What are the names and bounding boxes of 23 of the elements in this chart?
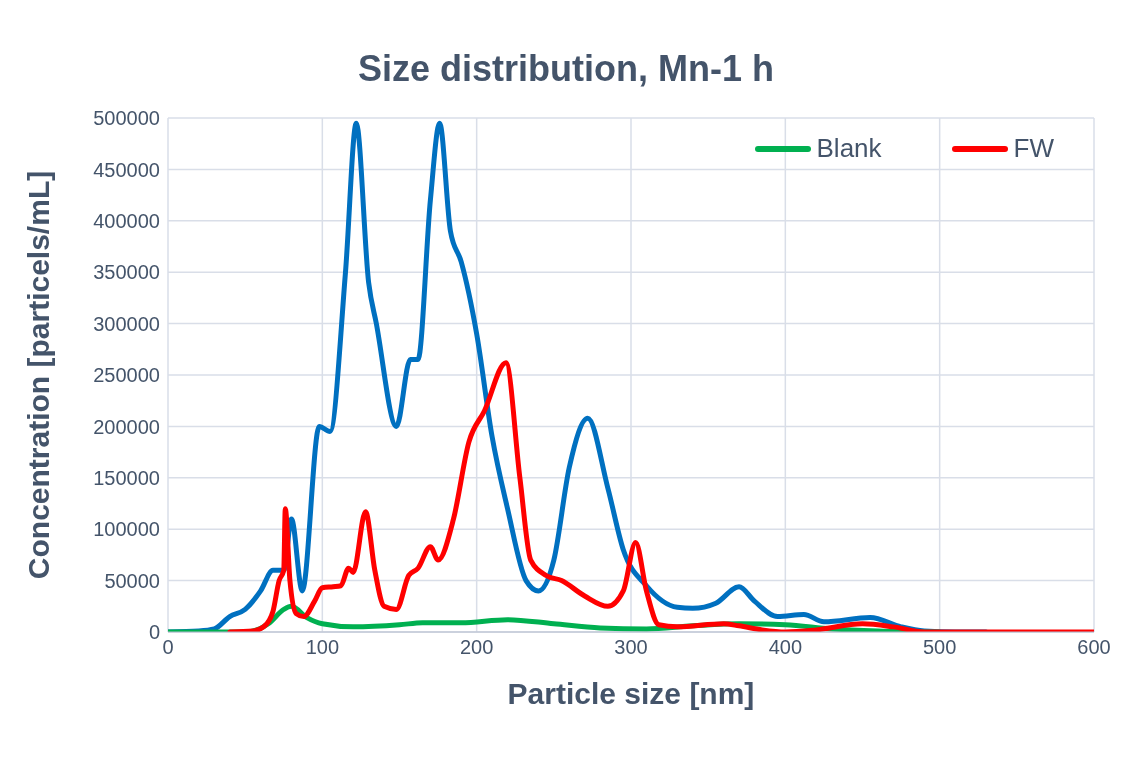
y-tick-label: 500000 bbox=[93, 107, 160, 130]
chart-title: Size distribution, Mn-1 h bbox=[357, 48, 775, 90]
x-tick-label: 600 bbox=[1077, 636, 1111, 659]
y-tick-label: 450000 bbox=[93, 158, 160, 181]
y-tick-label: 250000 bbox=[93, 364, 160, 387]
y-tick-label: 350000 bbox=[93, 261, 160, 284]
y-tick-label: 100000 bbox=[93, 518, 160, 541]
x-tick-label: 200 bbox=[459, 636, 494, 659]
y-tick-label: 50000 bbox=[104, 569, 160, 592]
legend-label: Blank bbox=[816, 133, 882, 164]
y-tick-label: 300000 bbox=[93, 312, 160, 335]
y-tick-label: 150000 bbox=[93, 466, 160, 489]
legend-label: FW bbox=[1013, 133, 1054, 164]
y-tick-label: 0 bbox=[148, 621, 160, 644]
x-tick-label: 0 bbox=[162, 636, 174, 659]
x-tick-label: 500 bbox=[922, 636, 957, 659]
x-tick-label: 100 bbox=[305, 636, 340, 659]
y-tick-label: 400000 bbox=[93, 209, 160, 232]
x-axis-title: Particle size [nm] bbox=[507, 677, 755, 710]
x-tick-label: 300 bbox=[614, 636, 648, 659]
y-tick-label: 200000 bbox=[93, 415, 160, 438]
x-tick-label: 400 bbox=[768, 636, 803, 659]
y-axis-title: Concentration [particels/mL] bbox=[21, 170, 55, 580]
